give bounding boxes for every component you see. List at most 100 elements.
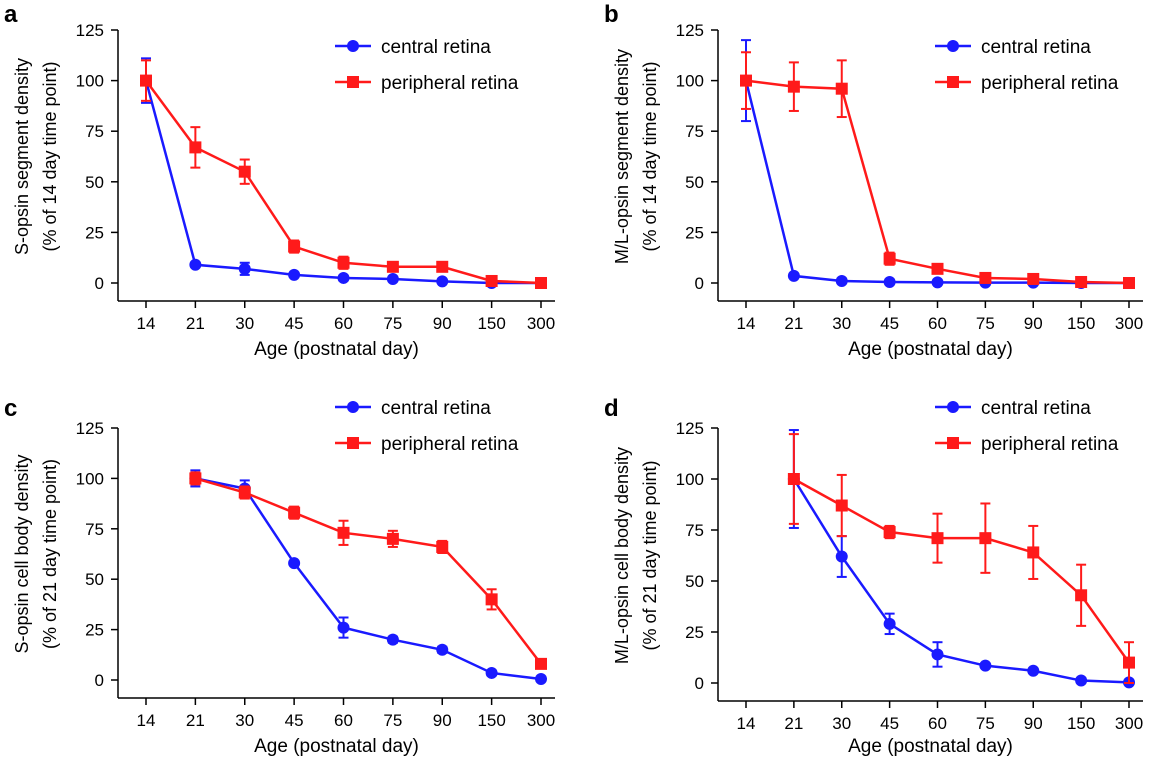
x-tick-label: 75 — [383, 711, 402, 730]
panel-letter: d — [604, 395, 619, 422]
legend: central retina peripheral retina — [935, 37, 1119, 94]
data-point — [1123, 277, 1135, 289]
data-point — [337, 271, 350, 284]
x-tick-label: 300 — [527, 314, 555, 333]
data-point — [337, 621, 350, 634]
data-point — [1075, 589, 1088, 602]
legend-marker — [347, 76, 359, 88]
x-tick-label: 150 — [477, 711, 505, 730]
data-point — [535, 277, 547, 289]
x-tick-label: 90 — [433, 711, 452, 730]
series-line — [144, 80, 541, 285]
y-axis-title-line2: (% of 21 day time point) — [640, 460, 660, 650]
data-point — [535, 657, 547, 670]
series-central-retina — [787, 429, 1135, 689]
data-point — [835, 550, 848, 563]
y-tick-label: 100 — [76, 72, 104, 91]
panel-b: b 0 25 50 75 100 125 14 21 30 45 60 75 90 150 300 Age (p… — [604, 1, 1143, 360]
series-line — [745, 79, 1130, 285]
data-point — [238, 486, 251, 499]
series-central-retina — [189, 469, 547, 685]
x-tick-label: 60 — [334, 711, 353, 730]
x-axis-title: Age (postnatal day) — [254, 736, 419, 757]
y-tick-label: 125 — [676, 21, 704, 40]
data-point — [288, 506, 301, 519]
data-point — [485, 593, 498, 606]
panel-c: c 0 25 50 75 100 125 14 21 30 45 60 75 90 150 300 Age (p… — [4, 395, 555, 757]
y-tick-label: 75 — [685, 521, 704, 540]
y-tick-label: 100 — [676, 470, 704, 489]
y-tick-label: 50 — [85, 173, 104, 192]
legend: central retina peripheral retina — [335, 37, 519, 94]
legend-label: peripheral retina — [381, 434, 519, 455]
legend-marker — [947, 401, 959, 413]
x-tick-label: 45 — [285, 314, 304, 333]
x-tick-label: 21 — [784, 314, 803, 333]
series-line — [195, 477, 542, 681]
panel-letter: b — [604, 1, 619, 28]
data-point — [835, 499, 848, 512]
y-tick-label: 0 — [695, 674, 704, 693]
y-tick-label: 50 — [85, 570, 104, 589]
series-line — [793, 477, 1131, 664]
x-tick-label: 75 — [976, 714, 995, 733]
y-tick-label: 25 — [85, 621, 104, 640]
y-tick-label: 0 — [695, 274, 704, 293]
data-point — [386, 272, 399, 285]
data-point — [337, 256, 350, 269]
legend-label: central retina — [381, 398, 491, 419]
x-tick-label: 45 — [880, 314, 899, 333]
data-point — [485, 666, 498, 679]
x-tick-label: 300 — [527, 711, 555, 730]
x-tick-label: 45 — [285, 711, 304, 730]
y-tick-label: 75 — [85, 520, 104, 539]
data-point — [436, 260, 449, 273]
x-tick-label: 90 — [1024, 714, 1043, 733]
y-tick-label: 50 — [685, 572, 704, 591]
y-axis-title-line1: S-opsin cell body density — [12, 454, 32, 653]
y-tick-label: 25 — [685, 623, 704, 642]
x-tick-label: 30 — [832, 314, 851, 333]
x-tick-label: 21 — [186, 711, 205, 730]
y-axis-title-line2: (% of 21 day time point) — [40, 459, 60, 649]
x-tick-label: 60 — [334, 314, 353, 333]
series-peripheral-retina — [787, 433, 1135, 684]
x-tick-label: 30 — [832, 714, 851, 733]
data-point — [238, 165, 251, 178]
data-point — [1027, 546, 1040, 559]
data-point — [1027, 664, 1040, 677]
data-point — [979, 659, 992, 672]
y-axis-title-line1: S-opsin segment density — [12, 58, 32, 255]
x-tick-label: 300 — [1115, 314, 1143, 333]
panel-letter: a — [4, 1, 18, 28]
panel-a: a 0 25 50 75 100 125 14 21 30 45 60 75 90 150 300 Age (p… — [4, 1, 555, 360]
y-axis-title-line2: (% of 14 day time point) — [40, 61, 60, 251]
legend-label: peripheral retina — [981, 434, 1119, 455]
x-tick-label: 14 — [737, 714, 756, 733]
x-tick-label: 60 — [928, 314, 947, 333]
data-point — [436, 275, 449, 288]
y-tick-label: 125 — [76, 419, 104, 438]
data-point — [931, 648, 944, 661]
y-tick-label: 100 — [676, 72, 704, 91]
x-tick-label: 14 — [737, 314, 756, 333]
y-tick-label: 25 — [685, 223, 704, 242]
y-axis-title-line1: M/L-opsin cell body density — [612, 447, 632, 664]
legend-marker — [947, 437, 959, 449]
legend-label: peripheral retina — [381, 73, 519, 94]
legend-label: central retina — [381, 37, 491, 58]
data-point — [140, 74, 152, 87]
legend-label: peripheral retina — [981, 73, 1119, 94]
data-point — [835, 274, 848, 287]
data-point — [979, 271, 992, 284]
x-tick-label: 150 — [1067, 314, 1095, 333]
panel-letter: c — [4, 395, 17, 422]
series-line — [144, 79, 542, 285]
y-tick-label: 0 — [95, 274, 104, 293]
y-tick-label: 75 — [685, 122, 704, 141]
series-line — [792, 478, 1130, 684]
data-point — [535, 672, 547, 685]
y-tick-label: 50 — [685, 173, 704, 192]
x-tick-label: 30 — [235, 314, 254, 333]
data-point — [337, 526, 350, 539]
